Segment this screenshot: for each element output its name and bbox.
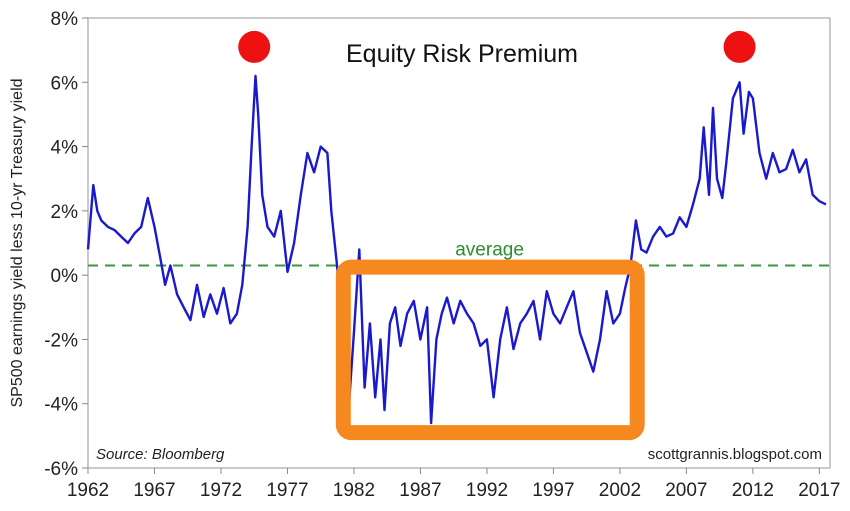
- x-tick-label: 1977: [266, 480, 308, 501]
- y-tick-label: -6%: [44, 459, 78, 480]
- y-tick-label: 0%: [51, 266, 79, 287]
- x-tick-label: 1962: [67, 480, 109, 501]
- y-tick-label: 6%: [51, 73, 79, 94]
- x-tick-label: 2012: [732, 480, 774, 501]
- x-tick-label: 2002: [599, 480, 641, 501]
- y-axis-label: SP500 earnings yield less 10-yr Treasury…: [9, 78, 26, 407]
- chart-title: Equity Risk Premium: [346, 40, 578, 68]
- x-tick-label: 1987: [399, 480, 441, 501]
- x-tick-label: 1997: [532, 480, 574, 501]
- x-tick-label: 1972: [200, 480, 242, 501]
- red-marker: [238, 30, 271, 63]
- y-tick-label: -4%: [44, 395, 78, 416]
- average-label: average: [455, 240, 524, 261]
- x-tick-label: 1992: [466, 480, 508, 501]
- markers: [238, 30, 756, 63]
- y-tick-label: -2%: [44, 330, 78, 351]
- y-tick-label: 8%: [51, 9, 79, 30]
- series-line: [86, 74, 827, 425]
- y-tick-label: 2%: [51, 202, 79, 223]
- highlight-box: [335, 259, 645, 441]
- x-tick-label: 2017: [798, 480, 840, 501]
- x-axis-ticks: 1962 1967 1972 1977 1982 1987 1992 1997 2002 2007…: [67, 468, 841, 501]
- credit-note: scottgrannis.blogspot.com: [648, 446, 822, 463]
- y-axis-ticks: 8% 6% 4% 2% 0% -2% -4% -6%: [44, 9, 88, 480]
- x-tick-label: 1982: [333, 480, 375, 501]
- x-tick-label: 2007: [665, 480, 707, 501]
- x-tick-label: 1967: [133, 480, 175, 501]
- y-tick-label: 4%: [51, 138, 79, 159]
- red-marker: [723, 30, 756, 63]
- source-note: Source: Bloomberg: [96, 446, 225, 463]
